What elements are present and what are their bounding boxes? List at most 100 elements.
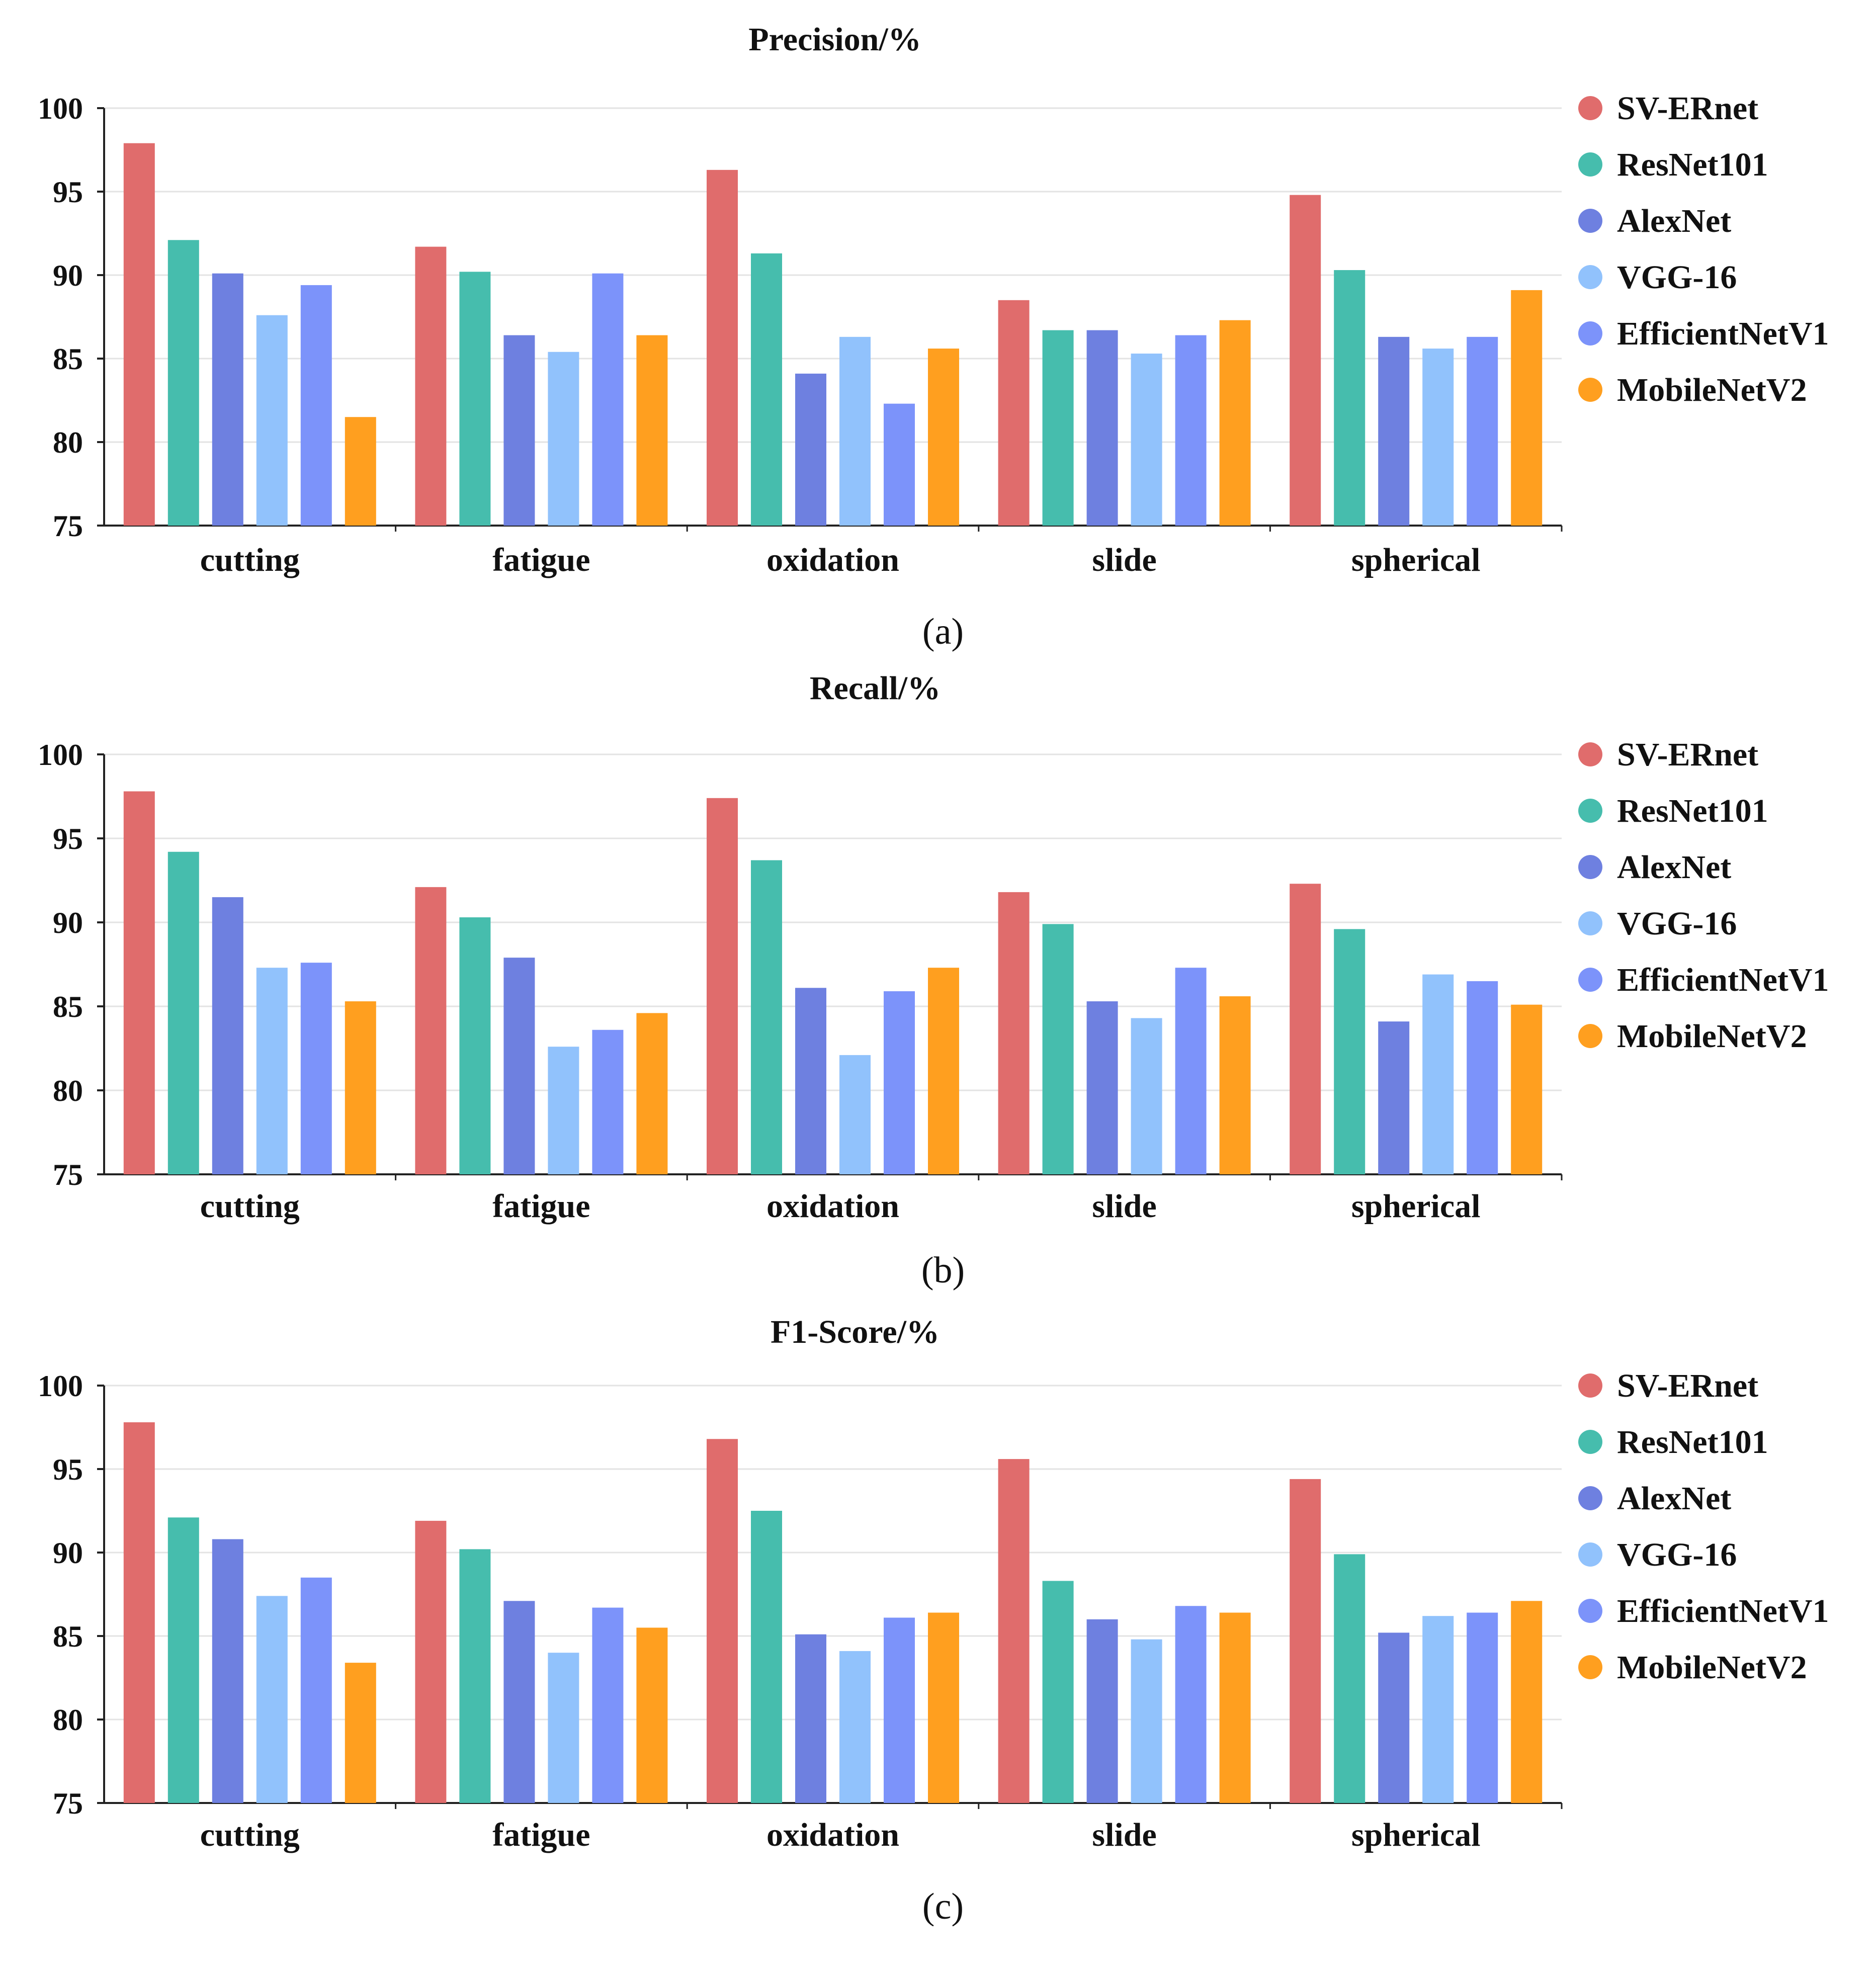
- bar-resnet101-cutting: [167, 240, 199, 526]
- bar-efficientnetv1-oxidation: [884, 1617, 915, 1803]
- x-category-label: slide: [1092, 542, 1156, 578]
- bar-alexnet-cutting: [212, 897, 243, 1174]
- legend-swatch-alexnet: [1578, 855, 1602, 879]
- y-tick-label: 95: [53, 1453, 83, 1486]
- bar-alexnet-spherical: [1378, 1021, 1410, 1174]
- bar-vgg-16-fatigue: [548, 1047, 579, 1174]
- bar-alexnet-fatigue: [503, 1601, 535, 1803]
- bar-alexnet-spherical: [1378, 336, 1410, 526]
- panel-caption: (a): [922, 611, 964, 652]
- legend-label-alexnet: AlexNet: [1617, 1480, 1731, 1517]
- legend-label-resnet101: ResNet101: [1617, 1424, 1768, 1460]
- x-category-label: cutting: [200, 542, 300, 578]
- y-tick-label: 80: [53, 426, 83, 459]
- bar-mobilenetv2-fatigue: [636, 1013, 668, 1174]
- bar-mobilenetv2-cutting: [345, 417, 376, 526]
- legend-label-mobilenetv2: MobileNetV2: [1617, 1649, 1807, 1686]
- bar-alexnet-fatigue: [503, 335, 535, 526]
- legend-label-alexnet: AlexNet: [1617, 849, 1731, 886]
- legend-label-efficientnetv1: EfficientNetV1: [1617, 315, 1829, 352]
- bar-mobilenetv2-oxidation: [928, 349, 959, 526]
- bar-efficientnetv1-slide: [1175, 335, 1207, 526]
- bar-mobilenetv2-fatigue: [636, 335, 668, 526]
- y-tick-label: 100: [38, 92, 83, 125]
- panel-caption: (c): [922, 1886, 964, 1926]
- bar-sv-ernet-spherical: [1290, 195, 1321, 526]
- legend-swatch-efficientnetv1: [1578, 1599, 1602, 1623]
- bar-alexnet-oxidation: [795, 988, 826, 1174]
- legend-swatch-sv-ernet: [1578, 96, 1602, 120]
- bar-efficientnetv1-slide: [1175, 968, 1207, 1174]
- bar-vgg-16-spherical: [1422, 349, 1454, 526]
- bar-resnet101-slide: [1042, 330, 1074, 526]
- legend-swatch-efficientnetv1: [1578, 321, 1602, 346]
- x-category-label: fatigue: [492, 542, 590, 578]
- chart-title: Precision/%: [748, 21, 921, 58]
- bar-mobilenetv2-cutting: [345, 1663, 376, 1803]
- y-tick-label: 75: [53, 1158, 83, 1191]
- legend-swatch-sv-ernet: [1578, 742, 1602, 766]
- x-category-label: slide: [1092, 1188, 1156, 1225]
- bar-mobilenetv2-slide: [1219, 320, 1251, 526]
- precision-chart-panel: Precision/% 75 80 85 90 95 100 cutting fatigue ox…: [0, 0, 1876, 654]
- legend-label-sv-ernet: SV-ERnet: [1617, 90, 1758, 127]
- bar-chart-svg: F1-Score/% 75 80 85 90 95 100 cutting fatigue oxi…: [38, 1314, 1829, 1926]
- y-tick-label: 90: [53, 259, 83, 292]
- chart-title: Recall/%: [810, 670, 941, 707]
- bar-mobilenetv2-fatigue: [636, 1627, 668, 1803]
- x-category-label: oxidation: [766, 1817, 899, 1853]
- bar-resnet101-spherical: [1334, 270, 1366, 526]
- bar-vgg-16-spherical: [1422, 1616, 1454, 1803]
- legend-swatch-resnet101: [1578, 152, 1602, 177]
- legend-label-sv-ernet: SV-ERnet: [1617, 736, 1758, 773]
- legend-label-efficientnetv1: EfficientNetV1: [1617, 962, 1829, 998]
- bar-mobilenetv2-spherical: [1511, 1601, 1543, 1803]
- legend-swatch-mobilenetv2: [1578, 1655, 1602, 1679]
- legend-swatch-alexnet: [1578, 209, 1602, 233]
- x-category-label: spherical: [1351, 1188, 1481, 1225]
- bar-alexnet-slide: [1086, 330, 1118, 526]
- legend-label-mobilenetv2: MobileNetV2: [1617, 1018, 1807, 1055]
- bar-efficientnetv1-fatigue: [592, 1607, 624, 1803]
- legend-label-vgg-16: VGG-16: [1617, 259, 1737, 296]
- y-tick-label: 75: [53, 1787, 83, 1820]
- f1-score-chart-panel: F1-Score/% 75 80 85 90 95 100 cutting fatigue oxi…: [0, 1272, 1876, 1926]
- legend-label-resnet101: ResNet101: [1617, 146, 1768, 183]
- legend-swatch-resnet101: [1578, 799, 1602, 823]
- bar-efficientnetv1-slide: [1175, 1606, 1207, 1803]
- bar-efficientnetv1-spherical: [1467, 1612, 1498, 1803]
- bar-sv-ernet-oxidation: [707, 1439, 738, 1803]
- bar-alexnet-oxidation: [795, 373, 826, 526]
- legend-swatch-efficientnetv1: [1578, 968, 1602, 992]
- y-tick-label: 85: [53, 990, 83, 1023]
- y-tick-label: 90: [53, 1536, 83, 1570]
- x-category-label: spherical: [1351, 1817, 1481, 1853]
- bar-vgg-16-cutting: [256, 968, 288, 1174]
- bar-alexnet-oxidation: [795, 1634, 826, 1803]
- x-category-label: oxidation: [766, 1188, 899, 1225]
- legend-swatch-alexnet: [1578, 1486, 1602, 1510]
- x-category-label: oxidation: [766, 542, 899, 578]
- bar-efficientnetv1-oxidation: [884, 403, 915, 526]
- bar-vgg-16-spherical: [1422, 974, 1454, 1174]
- legend-label-efficientnetv1: EfficientNetV1: [1617, 1593, 1829, 1629]
- legend-swatch-vgg-16: [1578, 1542, 1602, 1567]
- bar-mobilenetv2-oxidation: [928, 968, 959, 1174]
- bar-resnet101-cutting: [167, 1517, 199, 1803]
- y-tick-label: 85: [53, 1620, 83, 1653]
- bar-sv-ernet-cutting: [123, 143, 155, 526]
- bar-sv-ernet-oxidation: [707, 798, 738, 1174]
- y-tick-label: 80: [53, 1074, 83, 1107]
- bar-vgg-16-slide: [1131, 1018, 1162, 1174]
- x-category-label: cutting: [200, 1188, 300, 1225]
- bar-sv-ernet-fatigue: [415, 246, 447, 526]
- legend-label-vgg-16: VGG-16: [1617, 905, 1737, 942]
- legend-label-mobilenetv2: MobileNetV2: [1617, 372, 1807, 408]
- bar-alexnet-spherical: [1378, 1632, 1410, 1803]
- legend-label-sv-ernet: SV-ERnet: [1617, 1367, 1758, 1404]
- y-tick-label: 95: [53, 176, 83, 209]
- bar-efficientnetv1-fatigue: [592, 1029, 624, 1174]
- bar-efficientnetv1-oxidation: [884, 991, 915, 1174]
- bar-resnet101-fatigue: [459, 272, 491, 526]
- bar-resnet101-fatigue: [459, 917, 491, 1174]
